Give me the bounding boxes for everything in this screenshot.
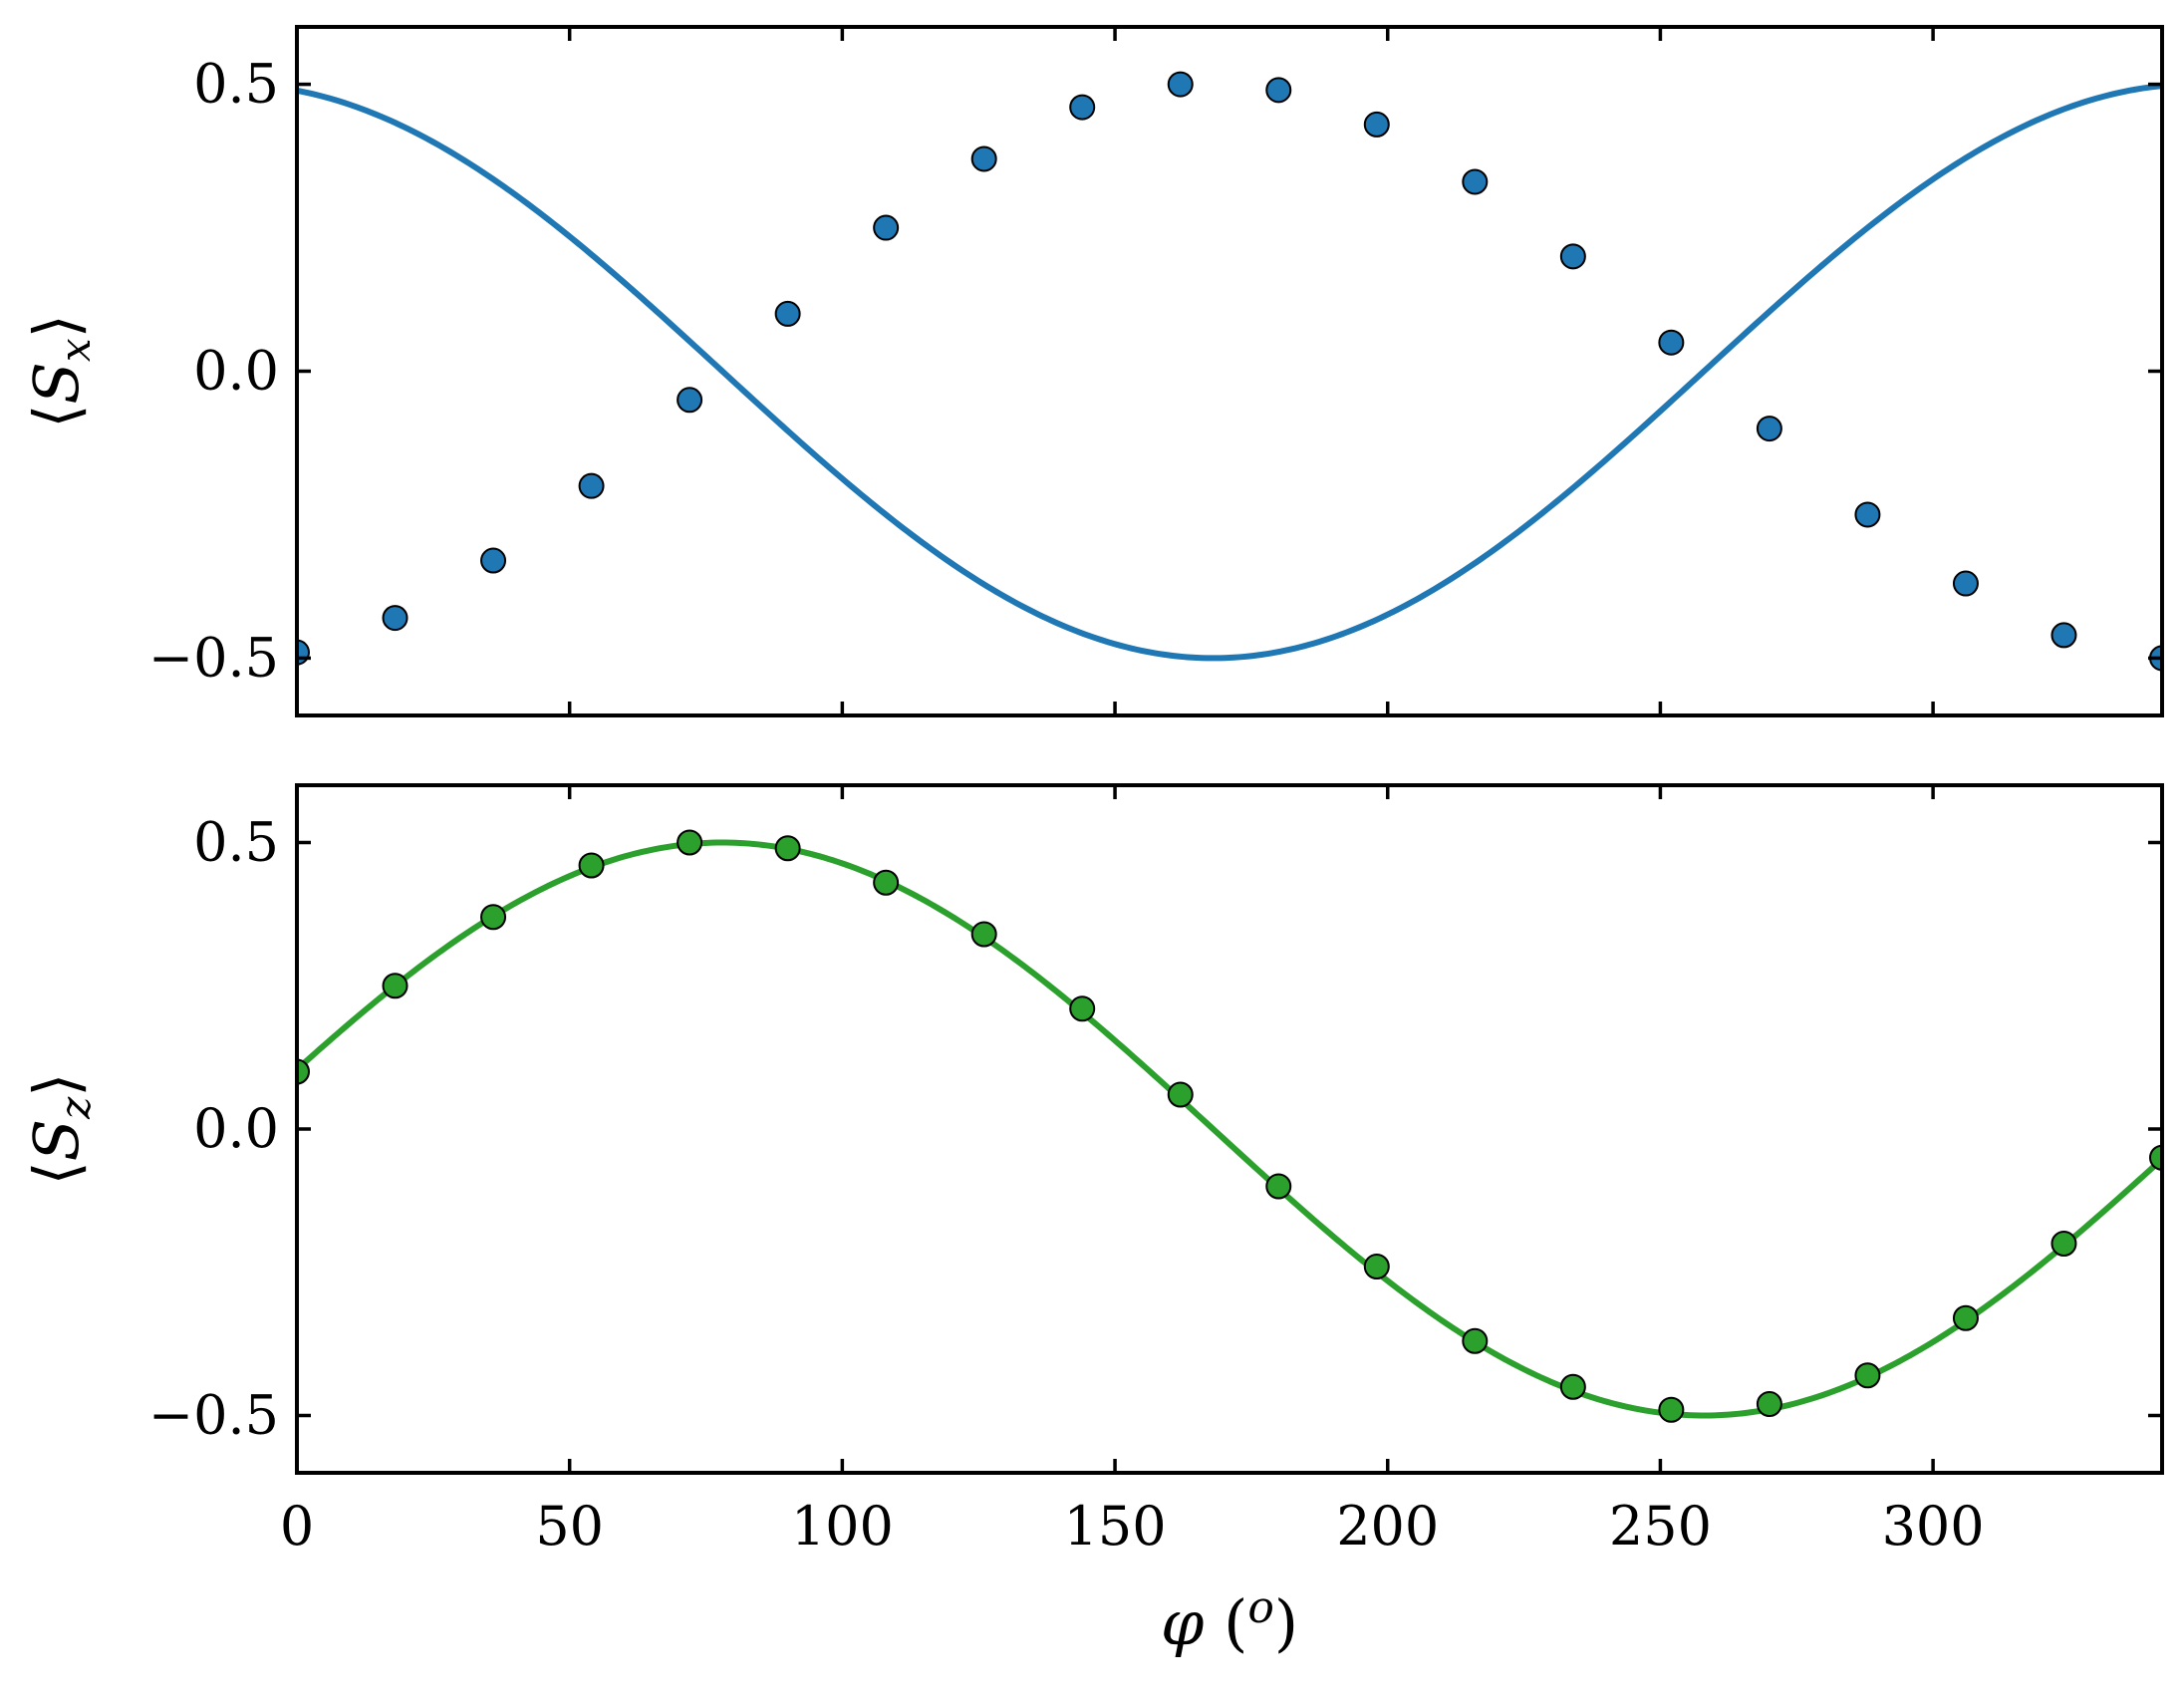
data-point [873,214,900,241]
data-point [1265,77,1292,104]
data-point [2149,1144,2162,1171]
data-point [774,300,801,327]
y-axis-label: ⟨Sx⟩ [20,314,100,428]
data-point [578,852,605,879]
data-point [1363,111,1390,138]
plot-area [297,829,2162,1423]
data-point [677,387,703,414]
data-point [382,605,409,632]
data-point [774,835,801,862]
data-point [970,921,997,948]
data-point [1462,168,1489,195]
data-point [480,547,507,574]
data-point [873,869,900,896]
y-tick-label: 0.5 [193,811,279,874]
y-tick-label: 0.5 [193,53,279,116]
data-point [382,973,409,999]
x-tick-label: 0 [280,1495,314,1558]
x-axis-label: φ (o) [1161,1582,1298,1659]
data-point [578,472,605,499]
data-point [1069,995,1096,1022]
data-point [1559,243,1586,270]
data-point [297,1058,310,1085]
panel-sz: −0.5 0.0 0.5 0 50 100 150 200 250 300 ⟨Sz⟩ φ (o) [20,783,2164,1659]
y-tick-label: −0.5 [148,626,279,689]
data-point [1069,94,1096,121]
data-point [1167,71,1194,98]
data-point [1265,1173,1292,1200]
data-point [1559,1373,1586,1400]
y-tick-label: 0.0 [193,340,279,403]
data-point [1462,1327,1489,1354]
y-tick-label: −0.5 [148,1384,279,1447]
data-point [1854,1362,1881,1389]
x-tick-label: 100 [791,1495,894,1558]
data-point [1952,570,1979,597]
x-tick-label: 50 [535,1495,604,1558]
fit-curve [297,83,2162,662]
data-point [1854,501,1881,528]
data-point [2050,622,2077,649]
y-axis-label: ⟨Sz⟩ [20,1072,100,1185]
panel-sx: −0.5 0.0 0.5 ⟨Sx⟩ [20,25,2164,717]
axes-frame [295,25,2164,717]
data-point [480,904,507,931]
x-tick-label: 150 [1064,1495,1167,1558]
data-point [1952,1304,1979,1331]
fit-curve [297,839,2162,1419]
data-point [1363,1254,1390,1279]
x-tick-label: 200 [1336,1495,1439,1558]
data-point [1167,1081,1194,1108]
data-point [677,829,703,856]
x-tick-label: 300 [1882,1495,1985,1558]
data-point [1756,416,1782,442]
data-point [2050,1231,2077,1257]
data-point [1658,329,1685,356]
data-point [1756,1391,1782,1417]
data-point [1658,1396,1685,1423]
y-tick-label: 0.0 [193,1097,279,1160]
plot-area [297,71,2162,672]
data-point [970,145,997,172]
x-tick-label: 250 [1609,1495,1712,1558]
